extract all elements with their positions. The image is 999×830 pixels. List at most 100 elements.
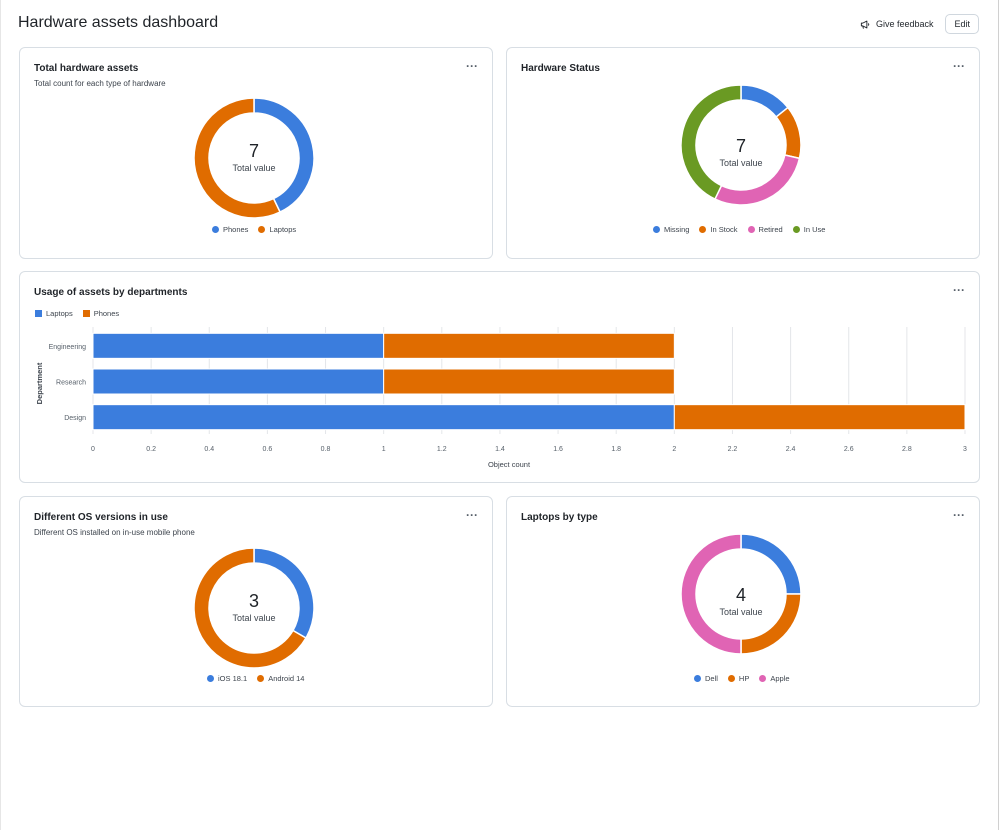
center-value: 7	[735, 136, 746, 156]
chart-legend: Dell HP Apple	[694, 674, 790, 683]
legend-label: In Stock	[710, 225, 738, 234]
legend-label: Missing	[664, 225, 690, 234]
legend-item-phones[interactable]: Phones	[212, 225, 248, 234]
legend-dot	[207, 675, 214, 682]
x-tick-label: 2.4	[786, 446, 796, 453]
donut-svg	[680, 84, 802, 206]
x-tick-label: 0	[91, 446, 95, 453]
bar-phones-design[interactable]	[673, 404, 966, 431]
y-tick-label: Design	[64, 415, 86, 422]
legend-item-laptops[interactable]: Laptops	[35, 309, 73, 318]
legend-item-apple[interactable]: Apple	[759, 674, 790, 683]
card-subtitle: Different OS installed on in-use mobile …	[34, 528, 195, 537]
chart-legend: iOS 18.1 Android 14	[207, 674, 304, 683]
x-tick-label: 1.2	[437, 446, 447, 453]
legend-item-in-use[interactable]: In Use	[792, 225, 826, 234]
x-tick-label: 0.8	[321, 446, 331, 453]
legend-label: Android 14	[268, 674, 305, 683]
legend-swatch	[35, 310, 42, 317]
x-tick-label: 1	[382, 446, 386, 453]
legend-item-dell[interactable]: Dell	[694, 674, 718, 683]
x-tick-label: 1.4	[495, 446, 505, 453]
bar-laptops-research[interactable]	[92, 368, 385, 395]
center-label: Total value	[719, 158, 763, 168]
legend-swatch	[82, 310, 90, 317]
donut-slice-in-use[interactable]	[680, 84, 742, 201]
legend-label: Phones	[223, 225, 249, 234]
donut-chart: 7 Total value	[193, 97, 315, 219]
center-value: 4	[735, 585, 746, 605]
card-title: Total hardware assets	[34, 63, 139, 74]
x-tick-label: 3	[963, 446, 967, 453]
x-tick-label: 2	[672, 446, 676, 453]
legend-label: iOS 18.1	[218, 674, 248, 683]
donut-chart: 4 Total value	[680, 533, 802, 655]
more-options-icon[interactable]: ···	[466, 508, 478, 522]
legend-dot	[258, 226, 266, 233]
donut-slice-apple[interactable]	[680, 533, 742, 655]
chart-legend: Missing In Stock Retired In Use	[653, 225, 825, 234]
card-os-versions: Different OS versions in use Different O…	[19, 496, 493, 707]
edit-button[interactable]: Edit	[945, 14, 979, 34]
bar-laptops-design[interactable]	[92, 404, 675, 431]
legend-label: Laptops	[46, 309, 73, 318]
legend-item-missing[interactable]: Missing	[653, 225, 689, 234]
x-axis-label: Object count	[488, 460, 531, 469]
legend-dot	[694, 675, 701, 682]
donut-slice-android-14[interactable]	[193, 547, 307, 669]
chart-legend: Laptops Phones	[35, 309, 119, 318]
legend-item-in-stock[interactable]: In Stock	[699, 225, 738, 234]
legend-item-hp[interactable]: HP	[727, 674, 749, 683]
donut-chart: 3 Total value	[193, 547, 315, 669]
legend-dot	[747, 226, 755, 233]
bar-phones-engineering[interactable]	[383, 332, 675, 359]
center-value: 3	[248, 591, 259, 611]
donut-svg	[680, 533, 802, 655]
donut-svg	[193, 547, 315, 669]
x-tick-label: 2.2	[728, 446, 738, 453]
legend-item-phones[interactable]: Phones	[82, 309, 119, 318]
more-options-icon[interactable]: ···	[953, 508, 965, 522]
legend-item-retired[interactable]: Retired	[747, 225, 783, 234]
card-title: Usage of assets by departments	[34, 287, 188, 298]
center-label: Total value	[719, 607, 763, 617]
donut-slice-laptops[interactable]	[193, 97, 282, 219]
legend-item-ios[interactable]: iOS 18.1	[207, 674, 247, 683]
bar-phones-research[interactable]	[383, 368, 675, 395]
legend-label: Retired	[758, 225, 783, 234]
x-tick-label: 2.8	[902, 446, 912, 453]
give-feedback-button[interactable]: Give feedback	[856, 15, 938, 34]
card-laptops-by-type: Laptops by type ··· 4 Total value Dell H…	[506, 496, 980, 707]
x-tick-label: 0.2	[146, 446, 156, 453]
card-subtitle: Total count for each type of hardware	[34, 79, 166, 88]
more-options-icon[interactable]: ···	[953, 283, 965, 297]
legend-label: Apple	[770, 674, 790, 683]
donut-slice-missing[interactable]	[740, 84, 789, 118]
legend-dot	[759, 675, 767, 682]
card-usage-by-departments: Usage of assets by departments ··· Lapto…	[19, 271, 980, 483]
legend-label: In Use	[803, 225, 826, 234]
x-tick-label: 2.6	[844, 446, 854, 453]
legend-label: Laptops	[269, 225, 297, 234]
x-tick-label: 1.8	[611, 446, 621, 453]
center-label: Total value	[232, 163, 276, 173]
bar-laptops-engineering[interactable]	[92, 332, 385, 359]
megaphone-icon	[860, 20, 870, 29]
chart-legend: Phones Laptops	[212, 225, 296, 234]
legend-item-laptops[interactable]: Laptops	[258, 225, 296, 234]
y-axis-label: Department	[35, 362, 44, 404]
more-options-icon[interactable]: ···	[953, 59, 965, 73]
give-feedback-label: Give feedback	[875, 19, 934, 29]
legend-label: Dell	[705, 674, 718, 683]
legend-dot	[653, 226, 660, 233]
stacked-bar-chart: 0 0.2 0.4 0.6 0.8 1 1.2 1.4 1.6 1.8 2 2.2 2.4 2.6 2.8 3…	[35, 327, 967, 469]
center-label: Total value	[232, 613, 276, 623]
donut-svg	[193, 97, 315, 219]
legend-dot	[212, 226, 219, 233]
x-tick-label: 0.4	[204, 446, 214, 453]
more-options-icon[interactable]: ···	[466, 59, 478, 73]
donut-chart: 7 Total value	[680, 84, 802, 206]
header-actions: Give feedback Edit	[856, 14, 979, 34]
page-title: Hardware assets dashboard	[18, 14, 219, 31]
legend-item-android[interactable]: Android 14	[257, 674, 304, 683]
